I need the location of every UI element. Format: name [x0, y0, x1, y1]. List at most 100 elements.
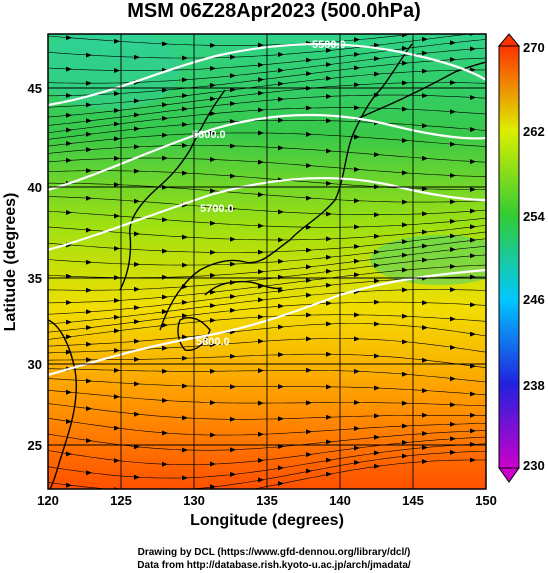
flow-arrow [258, 223, 264, 229]
colorbar-scale [498, 45, 520, 469]
flow-arrow [230, 87, 236, 93]
flow-arrow [210, 42, 216, 48]
flow-arrow [374, 42, 380, 48]
flow-arrow [182, 55, 188, 61]
flow-arrow [162, 155, 168, 161]
flow-arrow [402, 45, 408, 51]
flow-arrow [258, 62, 264, 68]
flow-arrow [210, 368, 216, 374]
flow-arrow [306, 131, 312, 137]
flow-arrow [354, 224, 360, 230]
flow-arrow [402, 60, 408, 66]
graticule [48, 34, 486, 489]
flow-arrow [258, 477, 264, 483]
flow-arrow [114, 314, 120, 320]
colorbar-tick-label: 270 [523, 40, 545, 55]
flow-arrow [374, 321, 380, 327]
flow-arrow [230, 236, 236, 242]
x-tick-label: 135 [256, 493, 278, 508]
flow-arrow [374, 262, 380, 268]
flow-arrow [278, 52, 284, 58]
flow-arrow [210, 220, 216, 226]
flow-arrow [230, 471, 236, 477]
flow-arrow [258, 368, 264, 374]
flow-arrow [402, 440, 408, 446]
flow-arrow [66, 349, 72, 355]
flow-arrow [450, 316, 456, 322]
flow-arrow [258, 192, 264, 198]
flow-arrow [354, 258, 360, 264]
flow-arrow [86, 470, 92, 476]
flow-arrow [326, 181, 332, 187]
flow-arrow [374, 92, 380, 98]
flow-arrow [86, 195, 92, 201]
y-axis-label: Latitude (degrees) [2, 192, 19, 332]
flow-arrow [210, 82, 216, 88]
flow-arrow [326, 93, 332, 99]
flow-arrow [114, 107, 120, 113]
x-tick-label: 130 [183, 493, 205, 508]
flow-arrow [114, 38, 120, 44]
plot-frame [47, 33, 487, 490]
flow-arrow [354, 166, 360, 172]
flow-arrow [470, 331, 476, 337]
flow-arrow [354, 244, 360, 250]
flow-arrow [134, 231, 140, 237]
flow-arrow [210, 289, 216, 295]
flow-arrow [86, 259, 92, 265]
flow-arrow [66, 127, 72, 133]
y-tick-label: 30 [28, 357, 42, 372]
flow-arrow [258, 77, 264, 83]
flow-arrow [230, 119, 236, 125]
colorbar-tick-label: 254 [523, 209, 545, 224]
x-tick-label: 140 [329, 493, 351, 508]
flow-arrow [402, 137, 408, 143]
flow-arrow [422, 458, 428, 464]
flow-arrow [258, 457, 264, 463]
flow-arrow [162, 398, 168, 404]
flow-arrow [306, 336, 312, 342]
flow-arrow [66, 451, 72, 457]
flow-arrow [354, 105, 360, 111]
flow-arrow [470, 95, 476, 101]
flow-arrow [354, 134, 360, 140]
flow-arrow [230, 101, 236, 107]
flow-arrow [402, 423, 408, 429]
flow-arrow [470, 412, 476, 418]
flow-arrow [86, 80, 92, 86]
flow-arrow [402, 34, 408, 38]
flow-arrow [162, 274, 168, 280]
flow-arrow [210, 130, 216, 136]
flow-arrow [374, 299, 380, 305]
colorbar-max-arrow [497, 33, 521, 47]
flow-arrow [210, 303, 216, 309]
flow-arrow [326, 351, 332, 357]
flow-arrow [182, 334, 188, 340]
flow-arrow [258, 431, 264, 437]
flow-arrow [422, 430, 428, 436]
flow-arrow [86, 147, 92, 153]
flow-arrow [470, 391, 476, 397]
flow-arrow [230, 353, 236, 359]
flow-arrow [230, 54, 236, 60]
contour-label: 5800.0 [196, 336, 230, 348]
flow-arrow [114, 121, 120, 127]
credit-line: Data from http://database.rish.kyoto-u.a… [137, 560, 411, 571]
flow-arrow [210, 157, 216, 163]
flow-arrow [470, 302, 476, 308]
flow-arrow [258, 90, 264, 96]
flow-arrow [182, 93, 188, 99]
flow-arrow [306, 195, 312, 201]
flow-arrow [134, 112, 140, 118]
flow-arrow [86, 357, 92, 363]
flow-arrow [278, 145, 284, 151]
flow-arrow [114, 136, 120, 142]
colorbar-tick-label: 246 [523, 292, 545, 307]
flow-arrow [278, 465, 284, 471]
flow-arrow [66, 273, 72, 279]
flow-arrow [422, 229, 428, 235]
flow-arrow [470, 457, 476, 463]
flow-arrow [258, 338, 264, 344]
flow-arrow [114, 367, 120, 373]
flow-arrow [374, 233, 380, 239]
